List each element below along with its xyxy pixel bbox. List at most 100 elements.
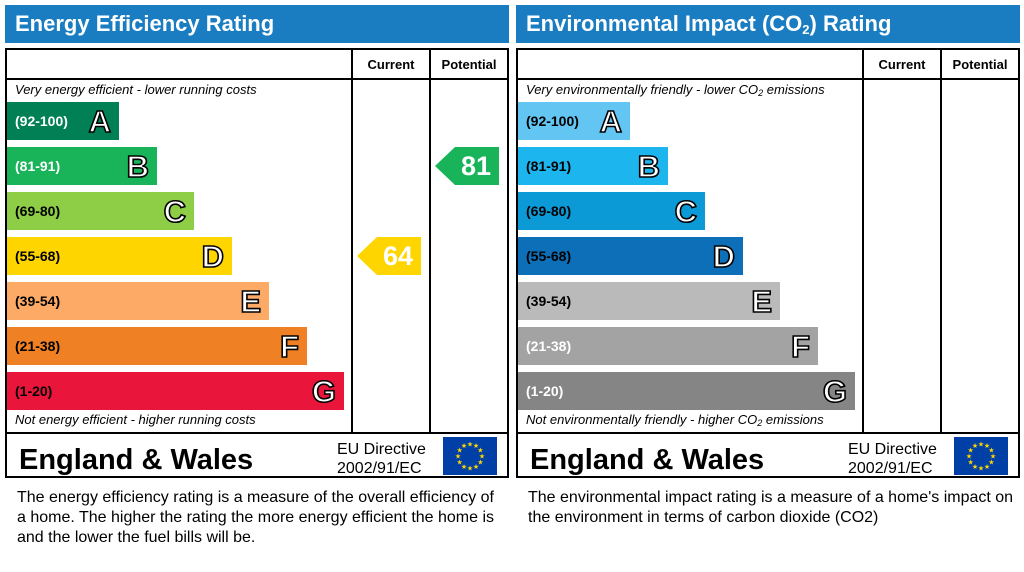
band-range-label: (1-20) — [15, 383, 53, 399]
footer-divider — [7, 432, 507, 434]
flag-star: ★ — [477, 447, 483, 455]
title-main: Environmental Impact (CO — [526, 11, 803, 36]
column-header-potential: Potential — [441, 57, 497, 72]
flag-star: ★ — [967, 459, 973, 467]
flag-star: ★ — [978, 441, 984, 449]
band-range-label: (21-38) — [15, 338, 61, 354]
eu-flag-icon: ★ ★ ★ ★ ★ ★ ★ ★ ★ ★ ★ ★ — [954, 437, 1008, 475]
flag-star: ★ — [967, 447, 973, 455]
rating-band-c: (69-80) C — [7, 192, 194, 230]
flag-star: ★ — [477, 459, 483, 467]
flag-star: ★ — [972, 442, 978, 450]
band-range-label: (81-91) — [15, 158, 61, 174]
bottom-note-main: Not environmentally friendly - higher CO — [526, 412, 758, 427]
top-note: Very environmentally friendly - lower CO… — [526, 82, 825, 98]
rating-band-d: (55-68) D — [7, 237, 232, 275]
potential-rating-arrow: 81 — [435, 147, 501, 185]
band-letter: D — [712, 238, 736, 275]
rating-band-e: (39-54) E — [518, 282, 780, 320]
flag-star: ★ — [467, 441, 473, 449]
flag-star: ★ — [966, 453, 972, 461]
footer-directive: EU Directive 2002/91/EC — [337, 440, 426, 478]
bottom-note-end: emissions — [762, 412, 824, 427]
rating-band-f: (21-38) F — [7, 327, 307, 365]
band-range-label: (92-100) — [15, 113, 68, 129]
flag-star: ★ — [984, 463, 990, 471]
band-range-label: (81-91) — [526, 158, 572, 174]
top-note-subscript: 2 — [758, 88, 764, 98]
band-range-label: (92-100) — [526, 113, 579, 129]
band-range-label: (39-54) — [526, 293, 572, 309]
rating-band-a: (92-100) A — [518, 102, 630, 140]
top-note: Very energy efficient - lower running co… — [15, 82, 257, 97]
column-header-current: Current — [878, 57, 926, 72]
directive-line-1: EU Directive — [337, 441, 426, 458]
column-divider — [351, 50, 353, 434]
energy-description: The energy efficiency rating is a measur… — [17, 489, 495, 546]
flag-star: ★ — [456, 447, 462, 455]
band-range-label: (55-68) — [526, 248, 572, 264]
flag-star: ★ — [984, 442, 990, 450]
band-letter: A — [88, 103, 112, 140]
flag-star: ★ — [978, 465, 984, 473]
band-letter: E — [240, 283, 262, 320]
band-letter: C — [674, 193, 698, 230]
rating-band-d: (55-68) D — [518, 237, 743, 275]
band-letter: D — [201, 238, 225, 275]
header-divider — [7, 78, 507, 80]
rating-band-b: (81-91) B — [518, 147, 668, 185]
bottom-note-subscript: 2 — [757, 418, 763, 428]
band-range-label: (39-54) — [15, 293, 61, 309]
flag-star: ★ — [467, 465, 473, 473]
rating-band-b: (81-91) B — [7, 147, 157, 185]
directive-line-2: 2002/91/EC — [337, 460, 422, 477]
directive-line-2: 2002/91/EC — [848, 460, 933, 477]
footer-region: England & Wales — [19, 444, 254, 476]
band-letter: G — [311, 373, 337, 410]
environment-description: The environmental impact rating is a mea… — [528, 489, 1014, 526]
footer-directive: EU Directive 2002/91/EC — [848, 440, 937, 478]
footer-region: England & Wales — [530, 444, 765, 476]
flag-star: ★ — [972, 463, 978, 471]
flag-star: ★ — [473, 442, 479, 450]
bottom-note: Not environmentally friendly - higher CO… — [526, 412, 824, 428]
current-rating-value: 64 — [382, 241, 414, 271]
directive-line-1: EU Directive — [848, 441, 937, 458]
band-letter: B — [126, 148, 150, 185]
column-divider — [429, 50, 431, 434]
header-divider — [518, 78, 1018, 80]
top-note-end: emissions — [763, 82, 825, 97]
band-letter: C — [163, 193, 187, 230]
rating-band-a: (92-100) A — [7, 102, 119, 140]
environment-chart-box: Current Potential Very environmentally f… — [516, 48, 1020, 478]
column-divider — [862, 50, 864, 434]
band-letter: F — [279, 328, 300, 365]
top-note-main: Very environmentally friendly - lower CO — [526, 82, 759, 97]
column-header-potential: Potential — [952, 57, 1008, 72]
title-subscript: 2 — [802, 22, 810, 37]
flag-star: ★ — [988, 459, 994, 467]
flag-star: ★ — [988, 447, 994, 455]
flag-star: ★ — [461, 442, 467, 450]
flag-star: ★ — [455, 453, 461, 461]
rating-band-g: (1-20) G — [7, 372, 344, 410]
current-rating-arrow: 64 — [357, 237, 423, 275]
band-range-label: (1-20) — [526, 383, 564, 399]
band-range-label: (69-80) — [526, 203, 572, 219]
rating-band-c: (69-80) C — [518, 192, 705, 230]
band-letter: B — [637, 148, 661, 185]
potential-rating-value: 81 — [460, 151, 492, 181]
band-letter: F — [790, 328, 811, 365]
eu-flag-icon: ★ ★ ★ ★ ★ ★ ★ ★ ★ ★ ★ ★ — [443, 437, 497, 475]
band-range-label: (69-80) — [15, 203, 61, 219]
potential-arrow-shape — [435, 147, 499, 185]
environment-panel-title: Environmental Impact (CO2) Rating — [516, 5, 1020, 43]
footer-divider — [518, 432, 1018, 434]
band-letter: G — [822, 373, 848, 410]
flag-star: ★ — [479, 453, 485, 461]
flag-star: ★ — [461, 463, 467, 471]
rating-band-e: (39-54) E — [7, 282, 269, 320]
current-arrow-shape — [357, 237, 421, 275]
flag-star: ★ — [990, 453, 996, 461]
rating-band-f: (21-38) F — [518, 327, 818, 365]
